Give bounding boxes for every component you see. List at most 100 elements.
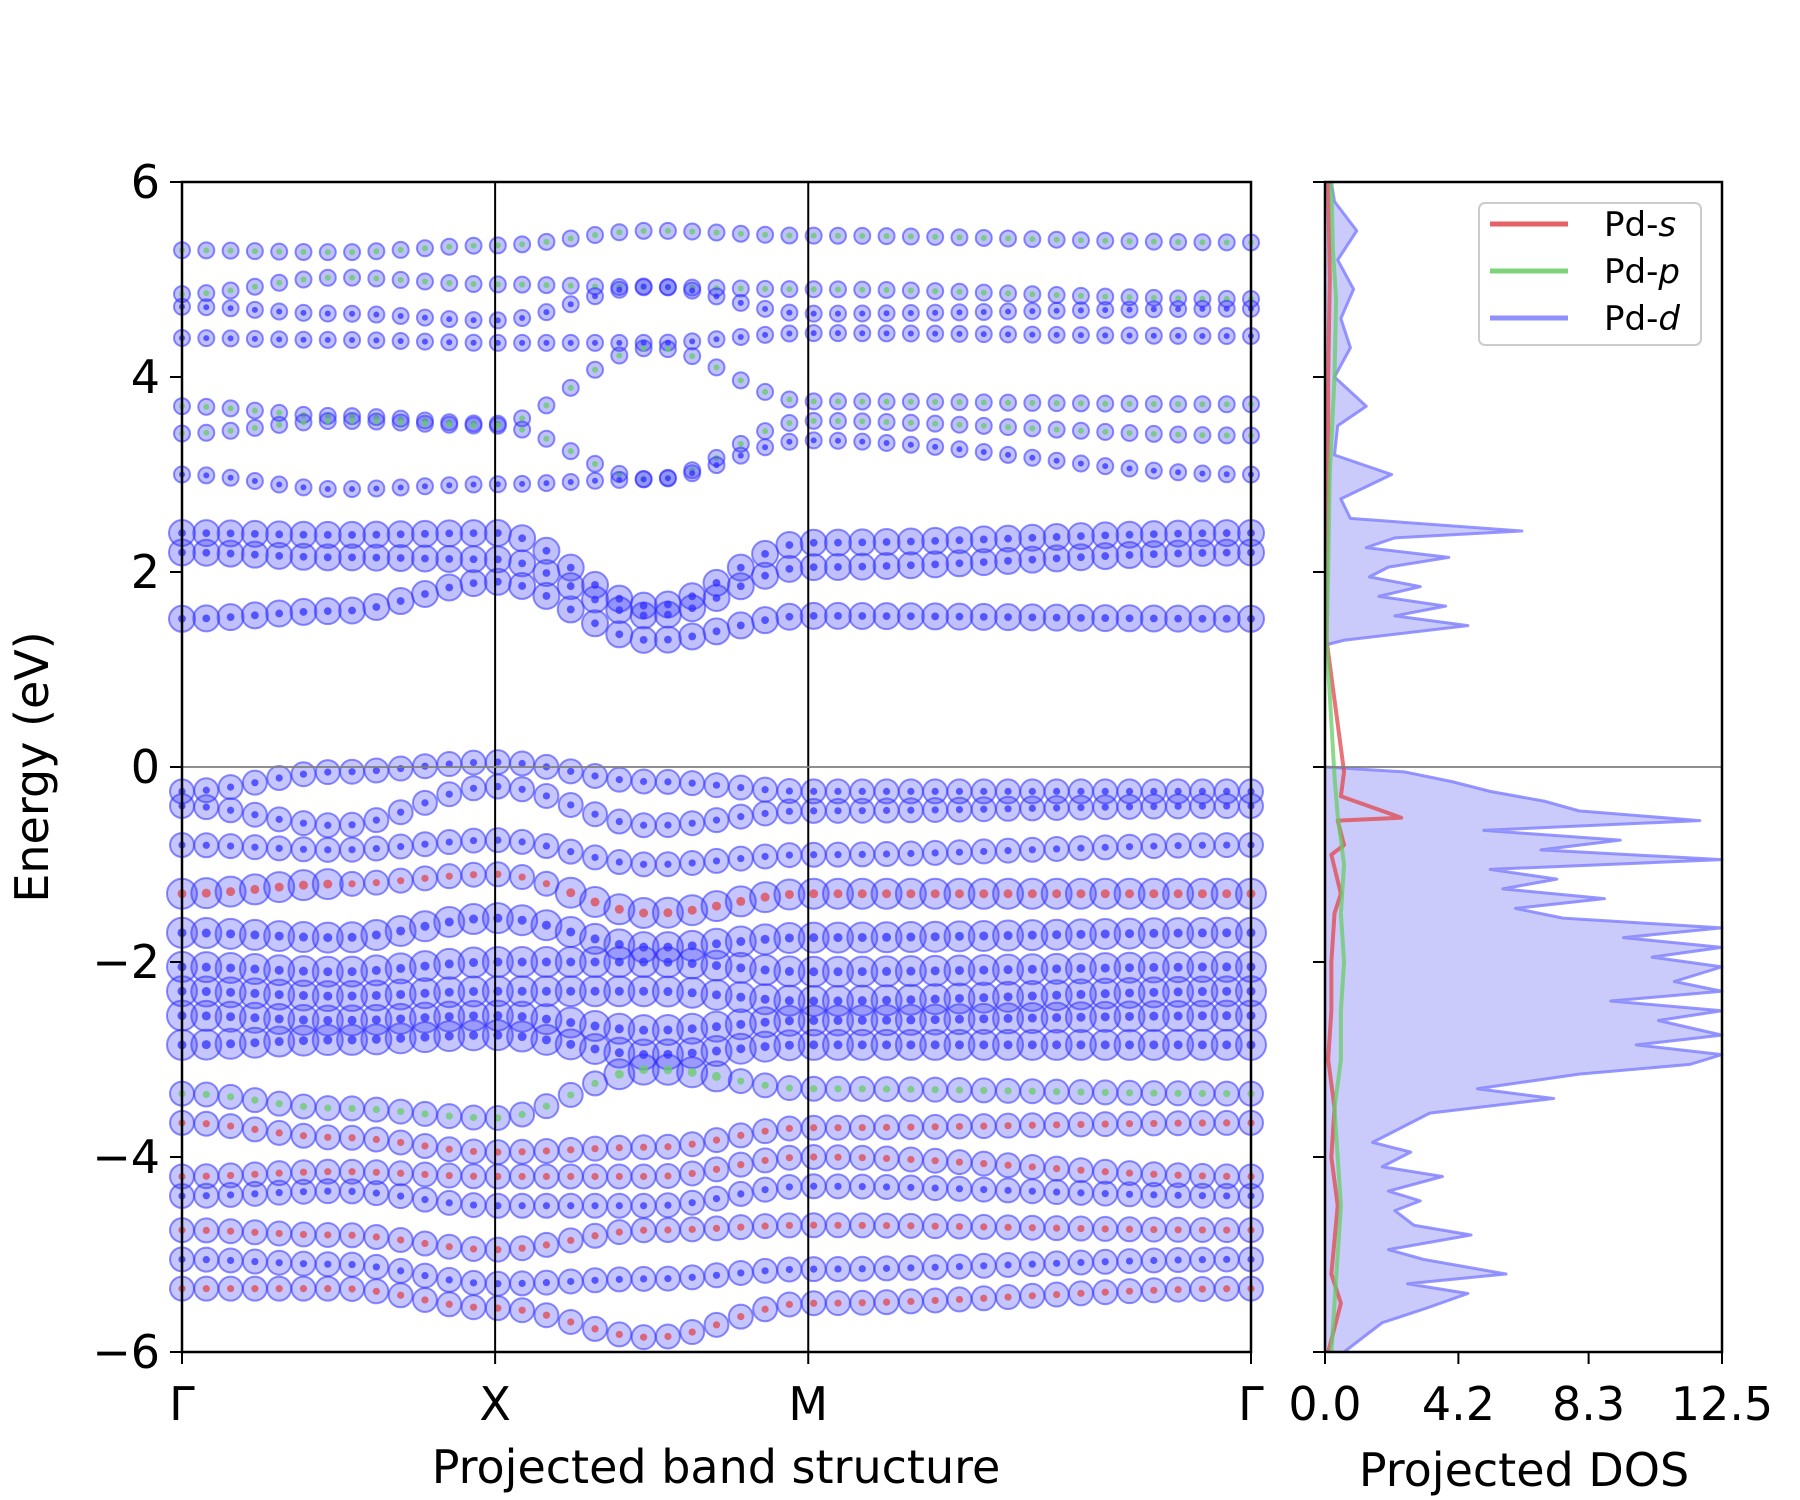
band-point-core — [201, 1040, 211, 1050]
band-point-core — [712, 1046, 721, 1056]
band-point-core — [1150, 1089, 1158, 1097]
band-point-core — [347, 967, 357, 977]
band-point-core — [833, 967, 843, 977]
band-point-core — [857, 1015, 867, 1025]
band-point-core — [882, 889, 892, 899]
band-point-core — [1077, 400, 1084, 407]
band-point-core — [858, 1085, 866, 1093]
band-point-core — [1173, 1040, 1183, 1050]
band-point-core — [445, 583, 454, 592]
band-point-core — [762, 428, 769, 435]
band-point-core — [784, 889, 794, 899]
band-point-core — [202, 529, 211, 538]
band-point-core — [227, 474, 234, 481]
band-point-core — [1126, 400, 1133, 407]
band-point-core — [250, 529, 259, 538]
band-point-core — [519, 281, 526, 288]
band-point-core — [907, 287, 914, 294]
band-point-core — [518, 559, 527, 568]
band-point-core — [663, 987, 673, 997]
band-point-core — [882, 787, 891, 795]
band-point-core — [349, 417, 356, 424]
band-point-core — [226, 613, 235, 621]
band-point-core — [857, 967, 867, 977]
band-point-core — [543, 309, 550, 316]
band-point-core — [518, 1279, 526, 1288]
band-point-core — [567, 282, 574, 289]
band-point-core — [1053, 457, 1060, 464]
band-point-core — [640, 227, 647, 234]
band-point-core — [615, 630, 624, 639]
band-point-core — [324, 274, 331, 281]
band-point-core — [1198, 529, 1207, 538]
band-point-core — [1126, 429, 1133, 436]
band-point-core — [1003, 992, 1013, 1002]
band-point-core — [226, 1093, 235, 1101]
band-point-core — [737, 1077, 745, 1085]
band-point-core — [348, 553, 356, 562]
band-point-core — [1149, 962, 1159, 972]
band-point-core — [1125, 1120, 1134, 1128]
band-point-core — [737, 1161, 745, 1169]
band-point-core — [421, 1170, 429, 1179]
band-point-core — [592, 477, 599, 484]
band-point-core — [1004, 787, 1012, 795]
band-point-core — [396, 963, 406, 973]
band-point-core — [736, 896, 746, 906]
band-point-core — [1028, 1292, 1036, 1300]
band-point-core — [786, 232, 793, 239]
band-point-core — [858, 850, 866, 858]
band-point-core — [834, 286, 841, 293]
band-point-core — [469, 957, 479, 967]
band-point-core — [712, 1136, 721, 1144]
band-point-core — [762, 331, 769, 338]
band-point-core — [1223, 1192, 1231, 1200]
band-point-core — [1199, 239, 1206, 246]
band-point-core — [1150, 787, 1158, 795]
band-point-core — [689, 470, 696, 477]
band-point-core — [371, 930, 381, 940]
band-point-core — [1101, 531, 1110, 540]
band-point-core — [931, 849, 939, 857]
band-point-core — [737, 1223, 745, 1231]
band-point-core — [590, 897, 600, 907]
band-point-core — [421, 874, 429, 882]
band-point-core — [1003, 1013, 1013, 1023]
band-point-core — [1005, 235, 1012, 242]
band-point-core — [323, 1035, 333, 1045]
band-point-core — [883, 330, 890, 337]
band-point-core — [203, 429, 210, 436]
band-point-core — [1077, 427, 1084, 434]
band-point-core — [251, 1125, 259, 1133]
band-structure-panel: 6 4 2 0 −2 −4 −6 Γ X M Γ Energy (eV) Projected ba… — [5, 155, 1267, 1494]
band-point-core — [1100, 963, 1110, 973]
band-point-core — [1125, 1190, 1134, 1198]
band-point-core — [834, 538, 842, 547]
band-point-core — [1222, 962, 1232, 972]
band-point-core — [567, 767, 575, 775]
band-point-core — [323, 531, 332, 539]
band-point-core — [397, 808, 405, 816]
band-point-core — [737, 1269, 745, 1277]
band-point-core — [688, 1199, 696, 1207]
band-point-core — [445, 1276, 453, 1284]
band-point-core — [421, 1142, 429, 1150]
band-point-core — [542, 1311, 551, 1319]
band-point-core — [785, 1300, 793, 1309]
band-point-core — [712, 857, 721, 865]
band-9 — [168, 567, 1265, 654]
band-point-core — [882, 1085, 891, 1093]
band-point-core — [736, 1044, 746, 1054]
band-point-core — [907, 1155, 915, 1164]
band-point-core — [689, 287, 696, 294]
band-point-core — [663, 957, 673, 967]
band-point-core — [420, 988, 430, 998]
band-point-core — [640, 1275, 648, 1283]
band-point-core — [469, 579, 478, 587]
band-25 — [169, 1275, 1264, 1351]
band-point-core — [397, 877, 405, 885]
band-point-core — [639, 635, 648, 644]
band-point-core — [1076, 929, 1086, 939]
band-point-core — [227, 247, 234, 254]
band-point-core — [1126, 465, 1133, 472]
